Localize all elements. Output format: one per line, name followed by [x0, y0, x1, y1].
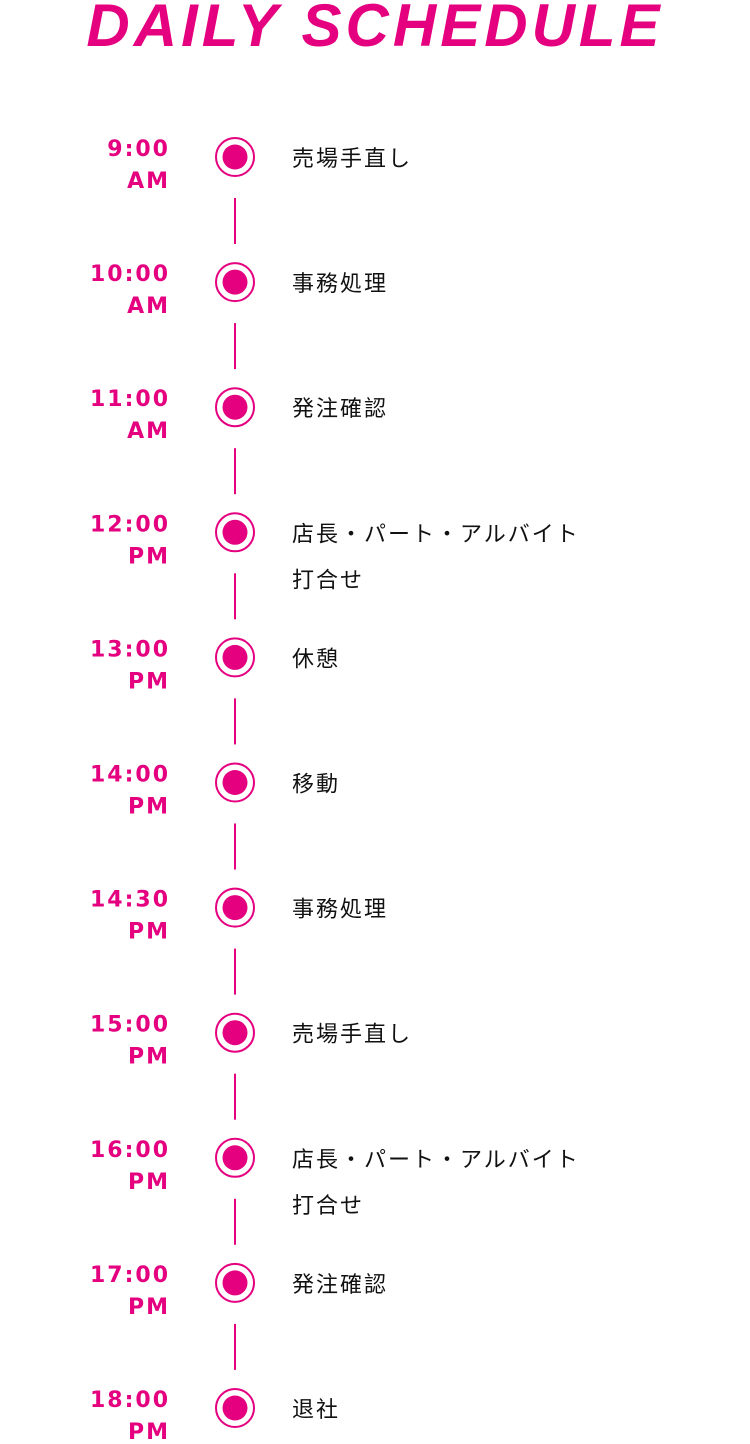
dot-ring [215, 1388, 255, 1428]
dot [222, 1020, 248, 1046]
task: 売場手直し [292, 1023, 412, 1048]
period: PM [128, 920, 170, 945]
task: 打合せ [292, 1194, 364, 1219]
dot-ring [215, 1012, 255, 1053]
time: 18:00 [90, 1388, 170, 1413]
period: AM [127, 419, 170, 444]
page-title: DAILY SCHEDULE [86, 0, 663, 59]
period: PM [128, 1045, 170, 1070]
task: 退社 [292, 1398, 340, 1423]
dot [222, 519, 248, 545]
task: 休憩 [292, 647, 340, 672]
task: 店長・パート・アルバイト [292, 522, 580, 547]
task: 移動 [292, 773, 340, 798]
dot [222, 1270, 248, 1296]
dot [222, 770, 248, 795]
dot [222, 269, 248, 295]
time: 11:00 [90, 387, 170, 412]
dot [222, 1145, 248, 1171]
task: 発注確認 [292, 1273, 388, 1298]
dot [222, 644, 248, 670]
dot-ring [215, 887, 255, 928]
period: PM [128, 1420, 170, 1444]
time: 9:00 [107, 137, 170, 162]
task: 打合せ [292, 568, 364, 593]
task: 店長・パート・アルバイト [292, 1148, 580, 1173]
time: 14:00 [90, 763, 170, 788]
dot [222, 1395, 248, 1421]
dot-ring [215, 1137, 255, 1178]
task: 事務処理 [292, 898, 388, 923]
dot-ring [215, 1262, 255, 1303]
period: PM [128, 1170, 170, 1195]
period: PM [128, 1295, 170, 1320]
dot [222, 394, 248, 420]
time: 17:00 [90, 1263, 170, 1288]
dot [222, 144, 248, 170]
time: 14:30 [90, 888, 170, 913]
time: 15:00 [90, 1013, 170, 1038]
task: 事務処理 [292, 272, 388, 297]
task: 売場手直し [292, 147, 412, 172]
task: 発注確認 [292, 397, 388, 422]
period: PM [128, 669, 170, 694]
time: 13:00 [90, 637, 170, 662]
period: PM [128, 795, 170, 820]
time: 16:00 [90, 1138, 170, 1163]
dot-ring [215, 762, 255, 803]
period: AM [127, 169, 170, 194]
time: 10:00 [90, 262, 170, 287]
dot-ring [215, 262, 255, 303]
period: PM [128, 544, 170, 569]
dot [222, 895, 248, 921]
dot-ring [215, 637, 255, 678]
period: AM [127, 294, 170, 319]
time: 12:00 [90, 512, 170, 537]
dot-ring [215, 387, 255, 428]
dot-ring [215, 512, 255, 553]
dot-ring [215, 137, 255, 177]
